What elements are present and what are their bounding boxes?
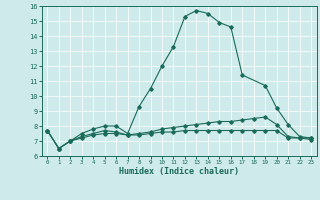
X-axis label: Humidex (Indice chaleur): Humidex (Indice chaleur) <box>119 167 239 176</box>
